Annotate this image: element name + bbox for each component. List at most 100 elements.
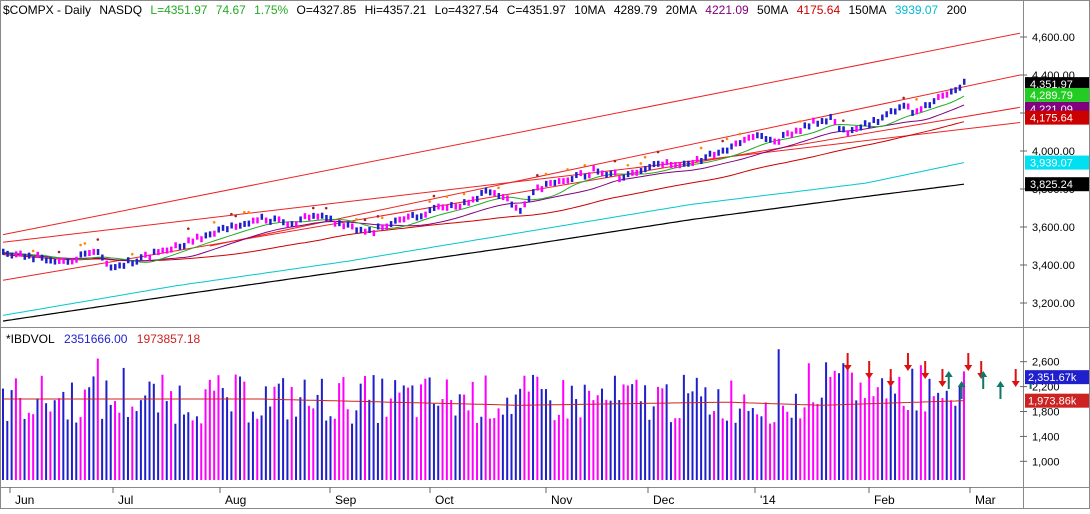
price-bar <box>161 247 164 254</box>
down-arrow-head <box>865 373 874 379</box>
price-bar <box>932 98 936 105</box>
price-bar <box>743 136 746 143</box>
price-bar <box>96 249 100 256</box>
price-dot <box>57 250 61 254</box>
volume-bar <box>75 422 78 480</box>
price-bar <box>363 228 367 235</box>
up-arrow-head <box>979 371 988 377</box>
price-bar <box>256 217 259 224</box>
price-ytick-label: 4,600.00 <box>1032 32 1075 44</box>
volume-bar <box>609 400 612 480</box>
price-bar <box>359 226 363 233</box>
price-bar <box>570 176 574 183</box>
price-bar <box>217 226 220 233</box>
price-dot <box>230 212 233 216</box>
volume-bar <box>303 379 306 480</box>
price-bar <box>170 246 173 253</box>
volume-bar <box>338 383 341 480</box>
volume-bar <box>738 408 741 480</box>
price-last-label-bg <box>1025 77 1089 92</box>
volume-bar <box>70 382 73 480</box>
price-bar <box>307 214 311 221</box>
price-bar <box>424 211 427 218</box>
price-bar <box>575 172 578 179</box>
down-arrow-head <box>903 365 912 371</box>
price-bar <box>66 258 70 265</box>
price-bar <box>467 199 470 206</box>
volume-bar <box>639 401 642 480</box>
volume-bar <box>488 418 491 480</box>
price-bar <box>906 103 910 110</box>
volume-bar <box>49 411 52 480</box>
price-dot <box>243 210 246 214</box>
volume-bar <box>613 375 616 480</box>
volume-bar <box>312 408 315 480</box>
volume-bar <box>941 397 944 480</box>
volume-bar <box>958 386 961 480</box>
price-dot <box>725 137 729 141</box>
price-bar <box>523 201 526 208</box>
volume-bar <box>816 404 819 480</box>
price-bar <box>320 212 324 219</box>
price-last-label: 3,939.07 <box>1030 158 1073 170</box>
volume-bar <box>226 397 229 480</box>
volume-bar <box>881 378 884 480</box>
volume-bar <box>376 422 379 480</box>
header-ma150-value: 3939.07 <box>894 3 939 17</box>
price-bar <box>251 217 255 224</box>
price-bar <box>122 262 126 269</box>
volume-bar <box>894 393 897 480</box>
volume-avg-value: 1973857.18 <box>136 332 201 346</box>
volume-bar <box>32 414 35 480</box>
volume-bar <box>928 378 931 480</box>
price-bar <box>157 249 160 256</box>
price-bar <box>40 254 44 261</box>
price-bar <box>445 204 449 211</box>
price-dot <box>234 214 238 218</box>
price-bar <box>2 248 5 255</box>
price-bar <box>786 130 789 137</box>
price-dot <box>639 162 643 165</box>
volume-bar <box>2 388 4 480</box>
price-bar <box>898 104 901 111</box>
price-bar <box>432 204 436 211</box>
price-bar <box>83 250 87 257</box>
volume-bar <box>217 375 220 480</box>
price-bar <box>88 250 91 257</box>
volume-bar <box>88 387 91 480</box>
volume-bar <box>915 410 918 480</box>
price-dot <box>212 221 216 224</box>
volume-bar <box>195 416 198 480</box>
up-arrow-head <box>996 381 1005 387</box>
volume-bar <box>161 374 164 480</box>
xtick-label: Jul <box>118 493 133 507</box>
xtick-label: Sep <box>335 493 357 507</box>
price-dot <box>83 242 87 245</box>
volume-bar <box>553 420 556 480</box>
volume-bar <box>950 400 953 480</box>
price-bar <box>178 243 182 250</box>
price-bar <box>713 151 716 158</box>
price-last-label-bg <box>1025 110 1089 125</box>
price-bar <box>838 125 841 132</box>
price-bar <box>407 213 410 220</box>
down-arrow-head <box>938 381 947 387</box>
volume-bar <box>101 418 104 480</box>
price-bar <box>868 122 871 129</box>
volume-bar <box>463 394 466 480</box>
volume-bar <box>687 393 690 480</box>
price-bar <box>820 118 824 125</box>
price-bar <box>747 134 751 141</box>
volume-bar <box>652 406 655 480</box>
volume-bar <box>363 376 366 480</box>
price-bar <box>105 260 108 267</box>
price-last-label: 4,289.79 <box>1030 90 1073 102</box>
price-bar <box>484 187 488 194</box>
volume-bar <box>286 419 289 480</box>
price-bar <box>36 251 39 258</box>
price-bar <box>282 219 285 226</box>
price-bar <box>195 233 199 240</box>
volume-bar <box>540 389 543 480</box>
price-bar <box>303 213 307 220</box>
price-bar <box>644 166 647 173</box>
